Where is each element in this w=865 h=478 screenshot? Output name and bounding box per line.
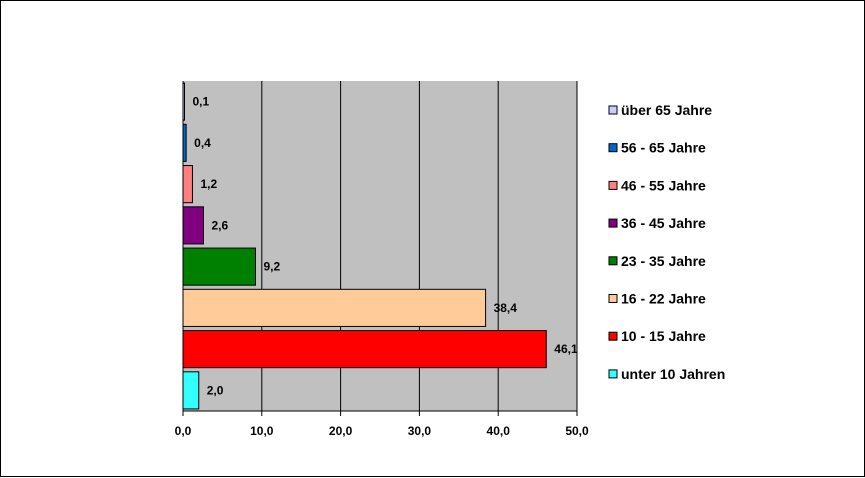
legend-label: 36 - 45 Jahre [621, 215, 706, 231]
bar [182, 206, 204, 245]
legend-swatch [608, 331, 618, 341]
data-label: 2,6 [211, 218, 228, 232]
x-ticks: 0,0 10,0 20,0 30,0 40,0 50,0 [175, 411, 589, 438]
legend-swatch [608, 143, 618, 153]
legend-swatch [608, 105, 618, 115]
legend-swatch [608, 256, 618, 266]
x-tick-label: 0,0 [175, 424, 192, 438]
legend-label: 56 - 65 Jahre [621, 140, 706, 156]
x-tick-label: 20,0 [329, 424, 353, 438]
legend-label: 16 - 22 Jahre [621, 291, 706, 307]
x-tick-label: 50,0 [565, 424, 589, 438]
data-label: 9,2 [263, 260, 280, 274]
data-label: 0,4 [194, 136, 211, 150]
data-label: 38,4 [494, 301, 518, 315]
data-label: 1,2 [200, 177, 217, 191]
bar [182, 82, 185, 121]
legend-swatch [608, 180, 618, 190]
bar [182, 371, 200, 410]
data-label: 2,0 [207, 383, 224, 397]
x-tick-label: 10,0 [250, 424, 274, 438]
data-label: 46,1 [554, 342, 578, 356]
legend-label: 23 - 35 Jahre [621, 253, 706, 269]
bar [182, 123, 187, 162]
bar [182, 247, 256, 286]
data-label: 0,1 [193, 95, 210, 109]
legend: über 65 Jahre 56 - 65 Jahre 46 - 55 Jahre 3… [608, 102, 725, 382]
bar [182, 330, 547, 369]
legend-swatch [608, 369, 618, 379]
legend-label: über 65 Jahre [621, 102, 712, 118]
legend-swatch [608, 218, 618, 228]
bar [182, 165, 193, 204]
bar [182, 288, 487, 327]
legend-label: 10 - 15 Jahre [621, 328, 706, 344]
legend-swatch [608, 294, 618, 303]
x-tick-label: 30,0 [408, 424, 432, 438]
x-tick-label: 40,0 [487, 424, 511, 438]
legend-label: unter 10 Jahren [621, 366, 725, 382]
legend-label: 46 - 55 Jahre [621, 177, 706, 193]
bars [182, 82, 547, 410]
data-labels: 2,0 46,1 38,4 9,2 2,6 1,2 0,4 0,1 [193, 95, 578, 398]
